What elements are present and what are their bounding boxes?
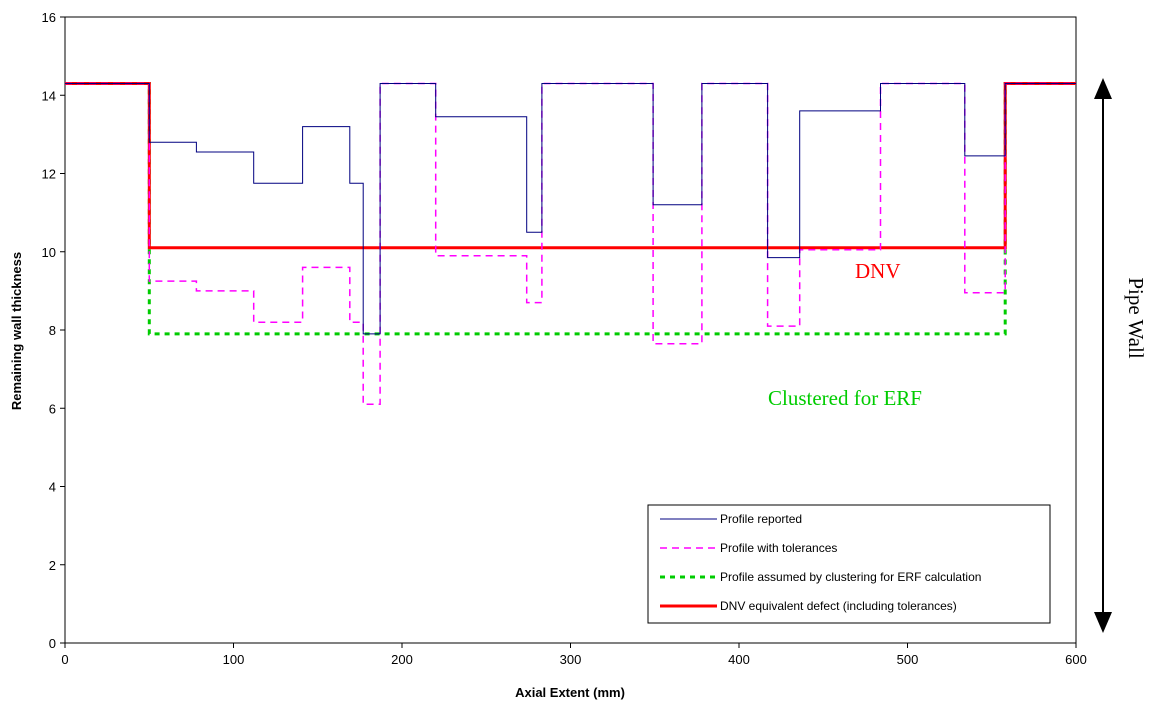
y-tick-label: 0 [49,636,56,651]
y-tick-label: 10 [42,245,56,260]
y-tick-label: 14 [42,88,56,103]
annotation-dnv: DNV [855,259,901,283]
arrow-up-head [1094,78,1112,99]
x-tick-label: 400 [728,652,750,667]
series-layer [65,82,1076,406]
legend-box [647,504,1051,624]
y-axis: 0 2 4 6 8 10 12 14 16 [42,10,65,651]
series-profile-with-tolerances [65,82,1076,406]
x-tick-label: 500 [897,652,919,667]
annotation-clustered-for-erf: Clustered for ERF [768,386,922,410]
x-tick-label: 100 [223,652,245,667]
y-tick-label: 16 [42,10,56,25]
x-tick-label: 200 [391,652,413,667]
x-tick-label: 600 [1065,652,1087,667]
legend-label: DNV equivalent defect (including toleran… [720,599,957,613]
series-profile-reported [65,83,1076,335]
y-axis-title: Remaining wall thickness [9,252,24,410]
y-tick-label: 12 [42,167,56,182]
x-axis: 0 100 200 300 400 500 600 [61,643,1087,667]
y-tick-label: 2 [49,558,56,573]
y-tick-label: 8 [49,323,56,338]
legend-label: Profile assumed by clustering for ERF ca… [720,570,981,584]
legend-label: Profile reported [720,512,802,526]
x-axis-title: Axial Extent (mm) [515,685,625,700]
legend: Profile reported Profile with tolerances P… [647,504,1051,624]
annotation-pipe-wall: Pipe Wall [1124,277,1148,358]
pipe-wall-arrow [1094,78,1112,633]
legend-label: Profile with tolerances [720,541,837,555]
y-tick-label: 6 [49,401,56,416]
arrow-down-head [1094,612,1112,633]
y-tick-label: 4 [49,480,56,495]
x-tick-label: 300 [560,652,582,667]
x-tick-label: 0 [61,652,68,667]
